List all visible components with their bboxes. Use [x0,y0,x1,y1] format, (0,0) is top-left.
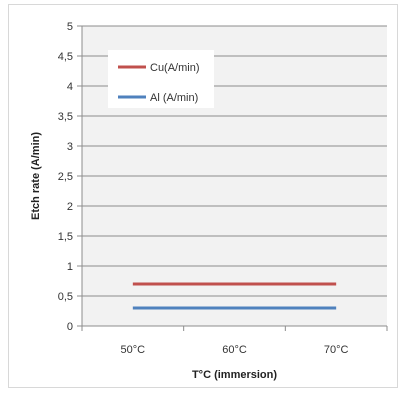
y-tick-label: 0,5 [58,291,73,303]
legend-label: Cu(A/min) [150,62,200,74]
y-axis-title: Etch rate (A/min) [30,132,42,220]
y-tick-label: 2 [67,201,73,213]
y-tick-label: 4 [67,81,73,93]
y-tick-label: 4,5 [58,51,73,63]
y-tick-label: 3,5 [58,111,73,123]
x-tick-label: 50°C [121,344,146,356]
x-axis-title: T°C (immersion) [192,369,277,381]
y-tick-label: 1,5 [58,231,73,243]
y-tick-label: 1 [67,261,73,273]
legend-label: Al (A/min) [150,92,198,104]
y-tick-label: 2,5 [58,171,73,183]
y-tick-label: 3 [67,141,73,153]
axes: 0 0,5 1 1,5 2 2,5 3 3,5 4 4,5 5 50°C 60°C 70°C [58,21,388,356]
series-lines [132,282,337,310]
x-tick-label: 70°C [324,344,349,356]
y-tick-label: 5 [67,21,73,33]
legend: Cu(A/min) Al (A/min) [108,50,214,108]
gridlines [82,25,387,297]
x-tick-label: 60°C [222,344,247,356]
y-tick-label: 0 [67,321,73,333]
